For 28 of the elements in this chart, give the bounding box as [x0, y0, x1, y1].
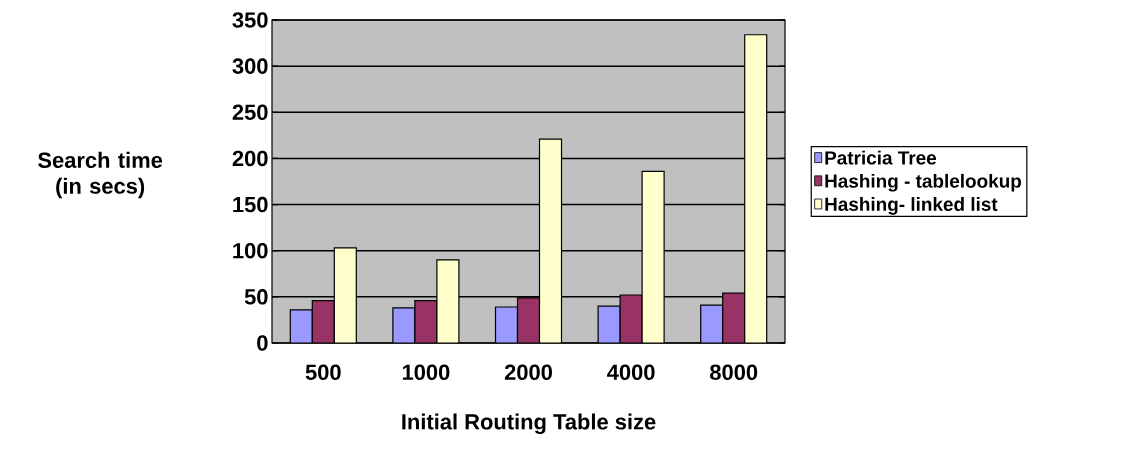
x-tick-label: 500 [305, 364, 341, 381]
legend-label: Hashing - tablelookup [825, 173, 1022, 192]
y-tick-label: 250 [232, 104, 268, 121]
bar [495, 307, 518, 343]
y-axis-title: Search time (in secs) [38, 151, 163, 199]
x-axis-title: Initial Routing Table size [402, 413, 656, 435]
x-tick-label: 4000 [607, 364, 655, 381]
y-tick-label: 100 [233, 242, 268, 259]
bar [312, 300, 335, 343]
y-tick-label: 350 [232, 12, 268, 28]
bar [744, 34, 768, 343]
x-tick-label: 2000 [504, 364, 552, 381]
bar [642, 171, 665, 343]
y-tick-label: 0 [257, 335, 268, 351]
y-tick-label: 150 [233, 196, 268, 213]
bar [290, 309, 313, 343]
bar [517, 297, 540, 343]
legend-label: Patricia Tree [825, 150, 937, 165]
x-tick-label: 1000 [402, 364, 450, 381]
bar [722, 292, 746, 343]
bar [334, 247, 357, 343]
x-tick-label: 8000 [710, 364, 758, 381]
bar [539, 139, 562, 343]
legend-label: Hashing- linked list [825, 197, 998, 215]
bar [700, 304, 724, 343]
y-tick-label: 200 [232, 150, 268, 167]
y-tick-label: 50 [244, 289, 268, 305]
y-tick-label: 300 [232, 58, 268, 74]
